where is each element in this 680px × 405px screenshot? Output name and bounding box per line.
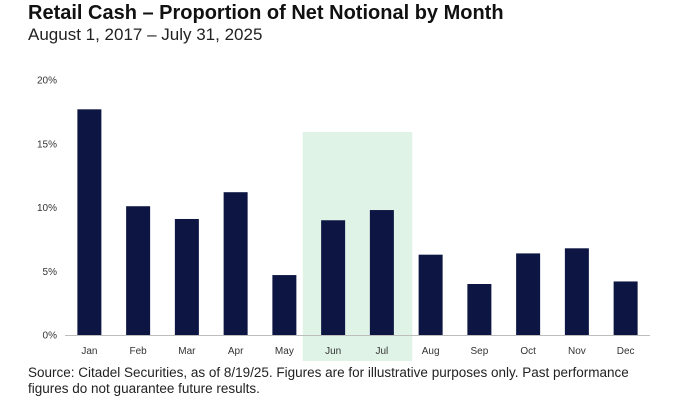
- x-tick-label: May: [275, 346, 294, 357]
- bar-may: [272, 275, 297, 335]
- y-tick-label: 15%: [37, 139, 57, 150]
- highlight-band: [302, 132, 413, 361]
- y-tick-label: 10%: [37, 203, 57, 214]
- x-tick-label: Dec: [617, 346, 635, 357]
- chart-subtitle: August 1, 2017 – July 31, 2025: [28, 25, 263, 44]
- bar-nov: [564, 248, 589, 335]
- x-tick-label: Oct: [520, 346, 536, 357]
- bar-jun: [321, 220, 346, 335]
- x-tick-label: Jan: [81, 346, 97, 357]
- chart-title: Retail Cash – Proportion of Net Notional…: [28, 2, 504, 24]
- y-tick-label: 0%: [43, 331, 58, 342]
- bar-mar: [174, 218, 199, 335]
- bar-jul: [369, 210, 394, 335]
- bar-jan: [77, 109, 102, 335]
- x-tick-label: Jun: [325, 346, 341, 357]
- x-tick-label: Feb: [130, 346, 148, 357]
- bar-chart: 0% 5% 10% 15% 20% Jan Feb Mar Apr May Jun Jul Aug Sep…: [37, 76, 650, 361]
- x-tick-label: Aug: [422, 346, 440, 357]
- x-tick-label: Mar: [178, 346, 196, 357]
- x-tick-label: Jul: [375, 346, 388, 357]
- bar-apr: [223, 192, 248, 335]
- bar-sep: [467, 284, 492, 335]
- x-tick-label: Nov: [568, 346, 586, 357]
- x-tick-label: Apr: [228, 346, 244, 357]
- bar-oct: [516, 253, 541, 335]
- bar-aug: [418, 254, 443, 335]
- bar-feb: [126, 206, 151, 335]
- y-tick-label: 20%: [37, 76, 57, 87]
- bar-dec: [613, 281, 638, 335]
- x-tick-label: Sep: [470, 346, 488, 357]
- y-tick-label: 5%: [43, 267, 58, 278]
- source-note: Source: Citadel Securities, as of 8/19/2…: [28, 365, 629, 396]
